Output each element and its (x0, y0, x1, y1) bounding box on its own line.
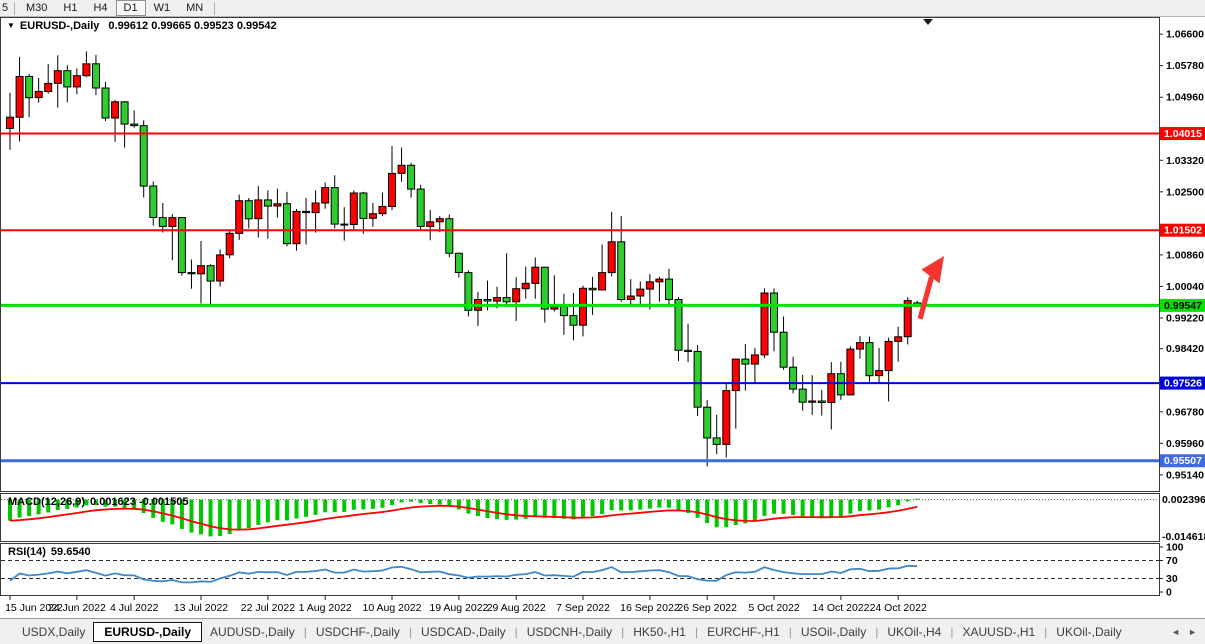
price-chart-svg[interactable]: 1.06600 1.05780 1.04960 1.03320 1.02500 1.008… (0, 17, 1205, 618)
chart-tab-usdcnh-daily[interactable]: USDCNH-,Daily (526, 625, 613, 639)
tab-separator: | (694, 625, 699, 639)
timeframe-button-m5-clipped[interactable]: 5 (2, 2, 9, 14)
svg-text:15 Jun 2022: 15 Jun 2022 (5, 602, 63, 614)
svg-text:1.04015: 1.04015 (1164, 128, 1202, 140)
timeframe-button-d1[interactable]: D1 (115, 0, 146, 16)
svg-text:1 Aug 2022: 1 Aug 2022 (299, 602, 352, 614)
tab-scroll-left-icon[interactable]: ◄ (1171, 627, 1181, 637)
tab-scroll-arrows: ◄ ► (1171, 627, 1197, 637)
tab-separator: | (514, 625, 518, 639)
svg-text:7 Sep 2022: 7 Sep 2022 (556, 602, 610, 614)
svg-text:30: 30 (1166, 573, 1178, 585)
price-chart-svg-host[interactable]: 1.06600 1.05780 1.04960 1.03320 1.02500 1.008… (0, 17, 1205, 618)
svg-text:1.02500: 1.02500 (1166, 186, 1204, 198)
svg-text:1.05780: 1.05780 (1166, 60, 1204, 72)
svg-text:16 Sep 2022: 16 Sep 2022 (620, 602, 680, 614)
chart-tab-eurchf-h1[interactable]: EURCHF-,H1 (707, 625, 780, 639)
svg-text:1.04960: 1.04960 (1166, 92, 1204, 104)
svg-text:19 Aug 2022: 19 Aug 2022 (429, 602, 488, 614)
svg-text:1.03320: 1.03320 (1166, 155, 1204, 167)
chart-shift-marker-icon[interactable] (923, 19, 933, 25)
timeframe-button-h1[interactable]: H1 (63, 2, 78, 14)
svg-text:70: 70 (1166, 555, 1178, 567)
svg-text:0: 0 (1166, 587, 1172, 599)
svg-text:0.96780: 0.96780 (1166, 406, 1204, 418)
chart-tab-ukoil-h4[interactable]: UKOil-,H4 (887, 625, 942, 639)
tab-separator: | (950, 625, 954, 639)
toolbar-separator (214, 1, 216, 15)
tab-separator: | (408, 625, 412, 639)
svg-text:5 Oct 2022: 5 Oct 2022 (748, 602, 800, 614)
svg-text:0.95140: 0.95140 (1166, 469, 1204, 481)
svg-text:-0.014618: -0.014618 (1162, 531, 1205, 543)
macd-pane: 0.002396 -0.014618 (1, 494, 1205, 543)
tab-separator: | (621, 625, 625, 639)
timeframe-button-mn[interactable]: MN (186, 2, 204, 14)
svg-text:24 Jun 2022: 24 Jun 2022 (48, 602, 106, 614)
chart-tab-eurusd-daily[interactable]: EURUSD-,Daily (93, 622, 203, 642)
chart-area[interactable]: 1.06600 1.05780 1.04960 1.03320 1.02500 1.008… (0, 17, 1205, 618)
svg-text:24 Oct 2022: 24 Oct 2022 (870, 602, 927, 614)
svg-text:1.01502: 1.01502 (1164, 225, 1202, 237)
svg-text:1.00040: 1.00040 (1166, 281, 1204, 293)
tab-scroll-right-icon[interactable]: ► (1188, 627, 1197, 637)
tab-separator: | (1044, 625, 1048, 639)
svg-text:0.97526: 0.97526 (1164, 378, 1202, 390)
svg-text:0.95507: 0.95507 (1164, 455, 1202, 467)
svg-text:13 Jul 2022: 13 Jul 2022 (174, 602, 228, 614)
toolbar-separator (14, 1, 15, 15)
price-axis: 1.06600 1.05780 1.04960 1.03320 1.02500 1.008… (1159, 29, 1204, 481)
timeframe-button-w1[interactable]: W1 (153, 2, 171, 14)
timeframe-button-m30[interactable]: M30 (26, 2, 48, 14)
tab-separator: | (875, 625, 879, 639)
svg-text:10 Aug 2022: 10 Aug 2022 (363, 602, 422, 614)
chart-tab-hk50-h1[interactable]: HK50-,H1 (633, 625, 686, 639)
svg-text:0.002396: 0.002396 (1162, 494, 1205, 506)
svg-text:26 Sep 2022: 26 Sep 2022 (677, 602, 737, 614)
timeframe-button-h4[interactable]: H4 (93, 2, 108, 14)
svg-text:29 Aug 2022: 29 Aug 2022 (487, 602, 546, 614)
chart-tab-audusd-daily[interactable]: AUDUSD-,Daily (210, 625, 295, 639)
svg-text:0.99547: 0.99547 (1164, 300, 1202, 312)
chart-tab-bar: USDX,Daily EURUSD-,Daily AUDUSD-,Daily | USD… (0, 618, 1205, 644)
tab-separator: | (788, 625, 792, 639)
svg-text:100: 100 (1166, 542, 1184, 554)
chart-tab-usoil-daily[interactable]: USOil-,Daily (800, 625, 867, 639)
chart-tab-xauusd-h1[interactable]: XAUUSD-,H1 (962, 625, 1036, 639)
svg-text:0.99220: 0.99220 (1166, 312, 1204, 324)
trend-arrow-annotation[interactable] (917, 256, 944, 320)
timeframe-toolbar: 5 M30 H1 H4 D1 W1 MN (0, 0, 1205, 17)
svg-text:22 Jul 2022: 22 Jul 2022 (241, 602, 295, 614)
chart-tab-usdx-daily[interactable]: USDX,Daily (22, 625, 86, 639)
tab-separator: | (303, 625, 307, 639)
svg-text:1.06600: 1.06600 (1166, 29, 1204, 41)
chart-tab-usdcad-daily[interactable]: USDCAD-,Daily (420, 625, 506, 639)
chart-tab-usdchf-daily[interactable]: USDCHF-,Daily (315, 625, 400, 639)
horizontal-level-lines[interactable]: 1.04015 1.01502 0.99547 0.97526 0.95507 (1, 127, 1205, 468)
svg-text:14 Oct 2022: 14 Oct 2022 (812, 602, 869, 614)
svg-text:0.98420: 0.98420 (1166, 343, 1204, 355)
svg-text:1.00860: 1.00860 (1166, 249, 1204, 261)
chart-tab-ukoil-daily[interactable]: UKOil-,Daily (1056, 625, 1122, 639)
svg-text:0.95960: 0.95960 (1166, 438, 1204, 450)
svg-text:4 Jul 2022: 4 Jul 2022 (110, 602, 159, 614)
